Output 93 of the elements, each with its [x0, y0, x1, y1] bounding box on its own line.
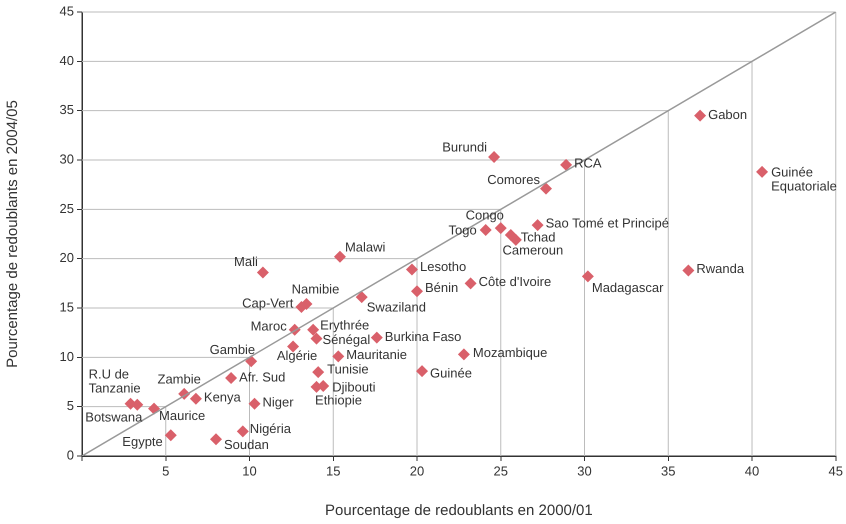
y-tick-label: 10 — [60, 348, 74, 364]
annotation: Guinée Equatoriale — [771, 164, 837, 194]
annotation: Bénin — [425, 280, 458, 295]
point — [494, 222, 507, 234]
annotation: R.U de Tanzanie — [88, 366, 141, 396]
x-tick-label: 40 — [744, 463, 760, 478]
point — [164, 429, 177, 442]
annotation: Swaziland — [366, 300, 426, 315]
annotation: Sao Tomé et Principé — [546, 216, 669, 231]
y-axis-title: Pourcentage de redoublants en 2004/05 — [4, 100, 22, 368]
x-tick-label: 35 — [661, 463, 676, 478]
point — [480, 224, 492, 236]
point — [582, 270, 594, 282]
point — [411, 285, 424, 298]
y-tick-label: 0 — [66, 448, 74, 463]
point — [356, 291, 368, 304]
y-tick-label: 30 — [60, 152, 74, 167]
y-tick-label: 45 — [60, 4, 74, 19]
point — [532, 219, 544, 232]
y-tick-label: 5 — [66, 398, 74, 414]
annotation: Erythrée — [320, 317, 370, 332]
point — [488, 151, 500, 164]
annotation: Cameroun — [502, 242, 564, 258]
annotation: Mali — [234, 254, 258, 270]
annotation: Kenya — [204, 389, 242, 404]
y-tick-label: 40 — [60, 52, 74, 68]
y-tick-label: 20 — [60, 250, 74, 266]
point — [307, 324, 320, 336]
x-tick-label: 25 — [494, 463, 508, 478]
annotation: Cap-Vert — [242, 296, 294, 311]
annotation: Algérie — [276, 348, 318, 364]
point — [190, 392, 202, 405]
annotation: Mauritanie — [346, 346, 407, 362]
annotation: Soudan — [224, 436, 269, 452]
annotation: Djibouti — [332, 380, 376, 395]
annotation: Sénégal — [322, 332, 370, 348]
point — [464, 277, 477, 290]
point — [225, 372, 238, 384]
point — [334, 250, 346, 263]
point — [312, 366, 324, 378]
point — [245, 355, 258, 368]
point — [458, 348, 470, 360]
y-tick-label: 25 — [60, 200, 74, 216]
annotation: Comores — [487, 172, 540, 188]
y-tick-label: 15 — [60, 300, 74, 315]
annotation: Togo — [448, 222, 477, 238]
point — [310, 332, 323, 345]
annotation: Botswana — [85, 409, 144, 424]
annotation: Lesotho — [420, 259, 466, 274]
annotation: Burkina Faso — [384, 329, 462, 344]
annotation: Côte d'Ivoire — [478, 274, 552, 289]
annotation: Maroc — [250, 318, 288, 334]
point — [756, 166, 768, 178]
annotation: Maurice — [159, 408, 206, 424]
point — [248, 398, 261, 410]
point — [416, 365, 428, 378]
annotation: Namibie — [292, 282, 340, 297]
x-tick-label: 20 — [410, 463, 424, 478]
annotation: Niger — [262, 394, 294, 410]
x-tick-label: 10 — [242, 463, 257, 478]
x-tick-label: 5 — [162, 463, 170, 478]
point — [560, 158, 572, 171]
annotation: Congo — [466, 208, 504, 223]
point — [682, 264, 694, 277]
annotation: Rwanda — [696, 261, 745, 276]
annotation: Gabon — [708, 107, 748, 122]
x-tick-label: 15 — [326, 463, 340, 478]
annotation: RCA — [574, 156, 602, 171]
annotation: Madagascar — [592, 280, 664, 296]
point — [148, 402, 160, 415]
annotation: Mozambique — [472, 344, 548, 360]
point — [370, 332, 383, 344]
annotation: Afr. Sud — [239, 370, 286, 385]
x-axis-title: Pourcentage de redoublants en 2000/01 — [325, 502, 593, 520]
annotation: Zambie — [158, 371, 201, 386]
point — [406, 264, 418, 276]
x-tick-label: 45 — [828, 463, 844, 478]
point — [256, 266, 269, 278]
point — [210, 433, 222, 446]
annotation: Egypte — [122, 434, 163, 449]
x-tick-label: 30 — [577, 463, 592, 478]
annotation: Tunisie — [327, 362, 369, 377]
annotation: Nigéria — [250, 420, 292, 436]
point — [332, 350, 344, 362]
y-tick-label: 35 — [60, 102, 74, 118]
point — [694, 110, 706, 122]
annotation: Gambie — [210, 342, 256, 357]
annotation: Guinée — [430, 366, 472, 381]
annotation: Malawi — [344, 239, 386, 254]
annotation: Tchad — [520, 230, 556, 245]
point — [236, 425, 249, 438]
annotation: Burundi — [442, 140, 488, 155]
point — [540, 182, 552, 195]
